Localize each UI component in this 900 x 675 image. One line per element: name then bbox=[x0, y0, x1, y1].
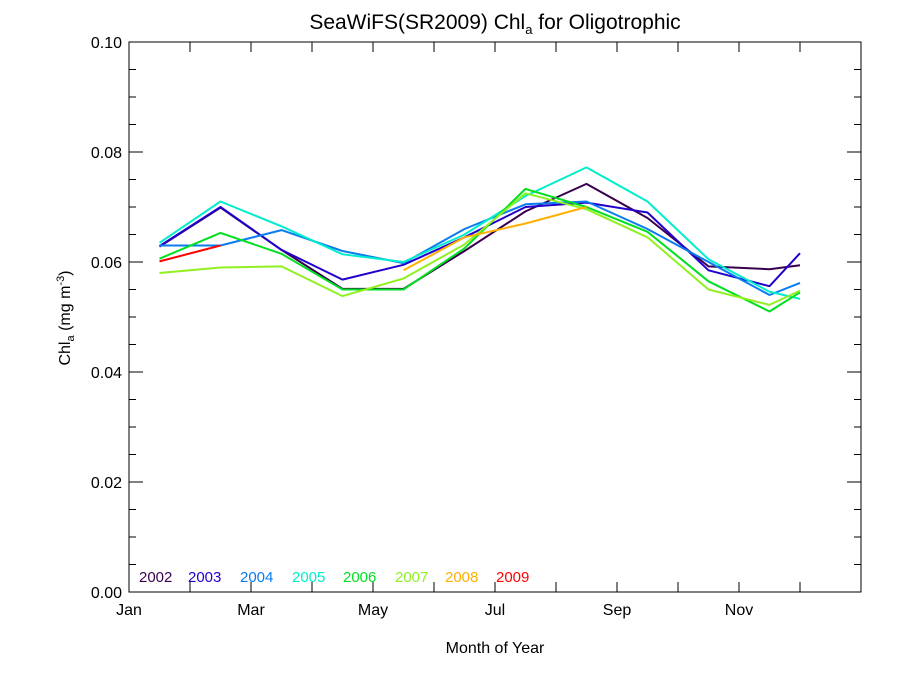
plot-frame bbox=[128, 41, 862, 593]
x-tick-label: Sep bbox=[603, 602, 632, 619]
x-tick-label: Jan bbox=[116, 602, 142, 619]
y-axis-label: Chla (mg m-3) bbox=[55, 270, 77, 365]
y-tick-label: 0.02 bbox=[91, 475, 122, 492]
x-tick-label: May bbox=[358, 602, 388, 619]
legend-entry-2003: 2003 bbox=[188, 569, 221, 586]
legend-entry-2008: 2008 bbox=[445, 569, 478, 586]
series-line-2003 bbox=[158, 201, 801, 288]
y-tick-label: 0.00 bbox=[91, 585, 122, 602]
legend-entry-2004: 2004 bbox=[240, 569, 273, 586]
x-tick-label: Mar bbox=[237, 602, 265, 619]
x-axis-label: Month of Year bbox=[446, 640, 545, 657]
series-line-2008 bbox=[403, 206, 587, 272]
legend-entry-2007: 2007 bbox=[395, 569, 428, 586]
y-axis-ticks: 0.00 0.02 0.04 0.06 0.08 0.10 bbox=[91, 35, 861, 602]
series-line-2009 bbox=[159, 244, 221, 263]
legend-entry-2006: 2006 bbox=[343, 569, 376, 586]
series-line-2004 bbox=[159, 200, 801, 296]
y-tick-label: 0.04 bbox=[91, 365, 122, 382]
series-lines bbox=[158, 166, 801, 313]
x-tick-label: Jul bbox=[485, 602, 505, 619]
legend-entry-2009: 2009 bbox=[496, 569, 529, 586]
chart-title: SeaWiFS(SR2009) Chla for Oligotrophic bbox=[309, 11, 680, 37]
y-tick-label: 0.08 bbox=[91, 145, 122, 162]
y-tick-label: 0.10 bbox=[91, 35, 122, 52]
legend-entry-2005: 2005 bbox=[292, 569, 325, 586]
legend: 2002 2003 2004 2005 2006 2007 2008 2009 bbox=[139, 569, 529, 586]
x-axis-ticks: Jan Mar May Jul Sep Nov bbox=[116, 42, 862, 619]
y-tick-label: 0.06 bbox=[91, 255, 122, 272]
series-line-2007 bbox=[159, 192, 801, 306]
legend-entry-2002: 2002 bbox=[139, 569, 172, 586]
series-line-2005 bbox=[158, 166, 801, 300]
x-tick-label: Nov bbox=[725, 602, 753, 619]
